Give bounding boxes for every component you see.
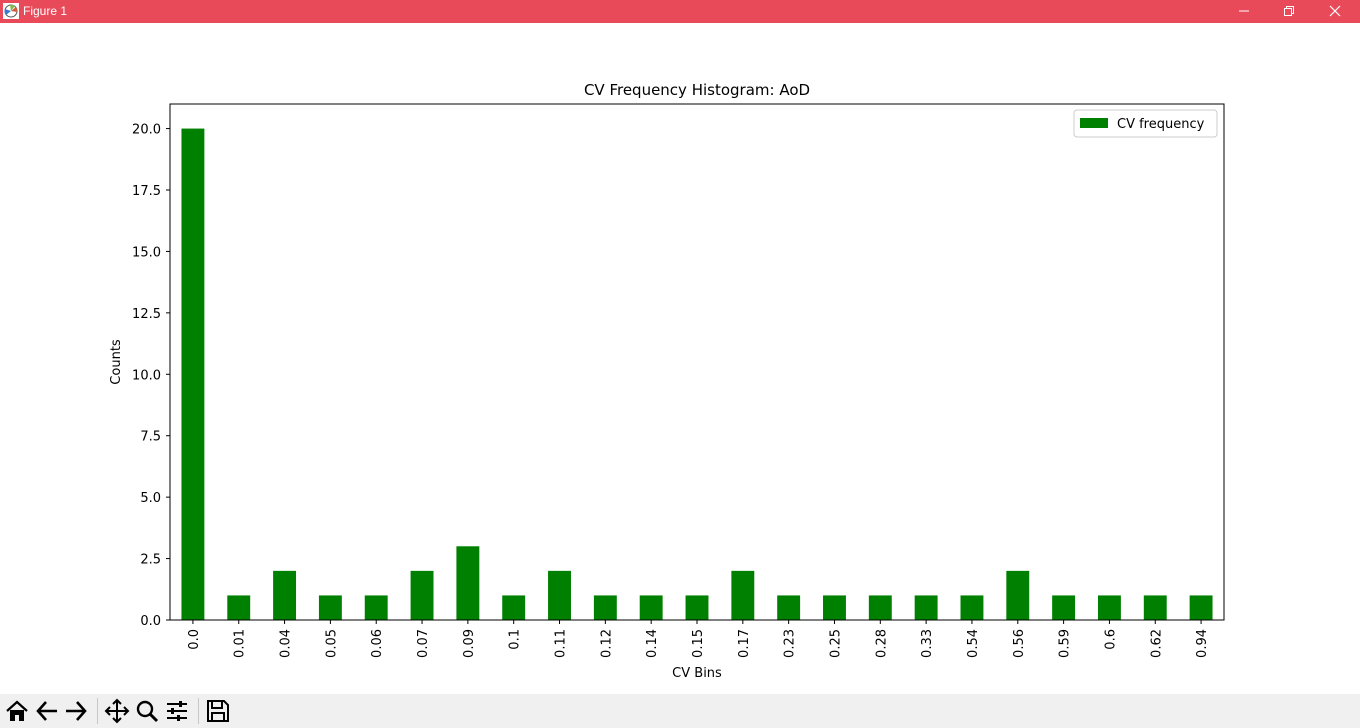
bar xyxy=(731,570,755,620)
restore-button[interactable] xyxy=(1266,0,1312,23)
window-title: Figure 1 xyxy=(23,4,68,18)
x-tick-label: 0.15 xyxy=(691,629,706,658)
bar xyxy=(181,128,205,621)
back-icon xyxy=(36,701,57,721)
bar xyxy=(227,595,251,620)
navigation-toolbar xyxy=(0,694,1360,728)
window-titlebar[interactable]: Figure 1 xyxy=(0,0,1360,23)
close-icon xyxy=(1329,5,1341,17)
legend-swatch xyxy=(1080,118,1108,128)
bar xyxy=(1189,595,1213,620)
x-tick-label: 0.56 xyxy=(1012,629,1027,658)
x-tick-label: 0.33 xyxy=(920,629,935,658)
configure-subplots-icon xyxy=(167,701,187,721)
x-tick-label: 0.01 xyxy=(233,629,248,658)
figure-canvas[interactable]: CV Frequency Histogram: AoD 0.0 2.5 5.0 7.5 1… xyxy=(0,23,1360,694)
forward-button[interactable] xyxy=(61,696,91,726)
y-tick-label: 5.0 xyxy=(140,491,161,506)
bar xyxy=(502,595,526,620)
bar xyxy=(548,570,571,620)
x-tick-label: 0.28 xyxy=(874,629,889,658)
bar-chart: CV Frequency Histogram: AoD 0.0 2.5 5.0 7.5 1… xyxy=(109,81,1225,681)
x-tick-label: 0.12 xyxy=(599,629,614,658)
x-tick-label: 0.09 xyxy=(462,629,477,658)
bar xyxy=(777,595,801,620)
x-tick-label: 0.17 xyxy=(737,629,752,658)
legend-box xyxy=(1073,109,1218,138)
bar xyxy=(868,595,892,620)
x-tick-label: 0.23 xyxy=(783,629,798,658)
bar xyxy=(1097,595,1121,620)
y-tick-label: 10.0 xyxy=(132,368,161,383)
y-tick-label: 2.5 xyxy=(140,553,161,568)
minimize-icon xyxy=(1239,10,1249,12)
y-tick-label: 17.5 xyxy=(132,184,161,199)
x-tick-label: 0.62 xyxy=(1149,629,1164,658)
bar xyxy=(273,570,297,620)
bar xyxy=(1052,595,1076,620)
save-button[interactable] xyxy=(203,696,233,726)
save-icon xyxy=(207,700,229,722)
x-tick-label: 0.04 xyxy=(279,629,294,658)
bar xyxy=(914,595,938,620)
y-tick-label: 0.0 xyxy=(140,614,161,629)
x-tick-label: 0.59 xyxy=(1058,629,1073,658)
bar xyxy=(1006,570,1030,620)
home-button[interactable] xyxy=(2,696,32,726)
back-button[interactable] xyxy=(32,696,62,726)
x-tick-label: 0.07 xyxy=(416,629,431,658)
zoom-icon xyxy=(136,700,159,723)
bar xyxy=(960,595,984,620)
plot-frame xyxy=(169,103,1225,621)
bar xyxy=(1143,595,1167,620)
bar xyxy=(639,595,663,620)
bar xyxy=(823,595,846,620)
bar xyxy=(456,546,480,620)
x-tick-label: 0.06 xyxy=(370,629,385,658)
x-tick-label: 0.11 xyxy=(554,629,569,658)
bar xyxy=(364,595,388,620)
x-tick-label: 0.14 xyxy=(645,629,660,658)
home-icon xyxy=(6,700,28,721)
close-button[interactable] xyxy=(1312,0,1358,23)
x-tick-label: 0.6 xyxy=(1103,629,1118,650)
y-tick-label: 20.0 xyxy=(132,123,161,138)
x-tick-label: 0.1 xyxy=(508,629,523,650)
y-tick-label: 12.5 xyxy=(132,307,161,322)
toolbar-separator xyxy=(97,698,98,724)
configure-subplots-button[interactable] xyxy=(162,696,192,726)
bar xyxy=(410,570,434,620)
toolbar-separator xyxy=(198,698,199,724)
y-tick-label: 15.0 xyxy=(132,245,161,260)
x-axis-label: CV Bins xyxy=(672,666,722,681)
bar xyxy=(318,595,342,620)
matplotlib-app-icon xyxy=(3,3,19,19)
y-tick-label: 7.5 xyxy=(140,430,161,445)
x-tick-label: 0.54 xyxy=(966,629,981,658)
x-tick-label: 0.25 xyxy=(828,629,843,658)
minimize-button[interactable] xyxy=(1221,0,1267,23)
x-tick-label: 0.05 xyxy=(324,629,339,658)
chart-title: CV Frequency Histogram: AoD xyxy=(584,81,810,99)
legend-label: CV frequency xyxy=(1117,117,1205,132)
forward-icon xyxy=(66,701,87,721)
restore-icon xyxy=(1284,6,1294,16)
y-axis-label: Counts xyxy=(109,339,124,385)
bar xyxy=(685,595,709,620)
pan-icon xyxy=(104,698,130,724)
bar xyxy=(593,595,617,620)
x-tick-label: 0.94 xyxy=(1195,629,1210,658)
pan-button[interactable] xyxy=(102,696,132,726)
x-tick-label: 0.0 xyxy=(187,629,202,650)
zoom-button[interactable] xyxy=(132,696,162,726)
